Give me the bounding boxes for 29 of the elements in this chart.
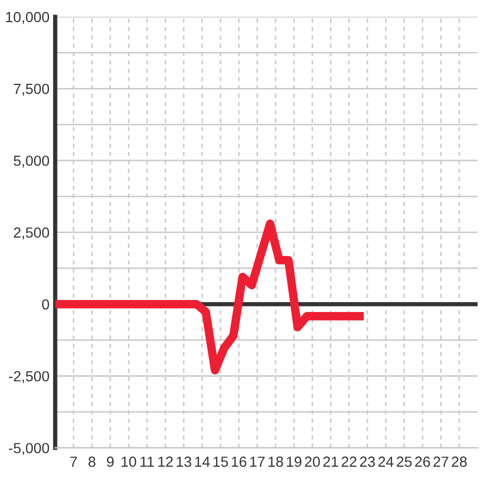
x-tick-label: 20: [304, 456, 320, 467]
x-tick-label: 19: [286, 456, 302, 467]
x-tick-label: 9: [106, 456, 114, 467]
x-tick-label: 16: [232, 456, 246, 467]
x-tick-label: 13: [176, 456, 192, 467]
x-tick-label: 8: [88, 456, 96, 467]
x-tick-label: 24: [378, 456, 394, 467]
y-tick-label: 5,000: [14, 156, 50, 168]
x-tick-label: 17: [250, 456, 265, 467]
y-tick-label: 2,500: [14, 227, 50, 240]
x-tick-label: 11: [140, 456, 154, 467]
x-tick-label: 10: [122, 456, 136, 467]
x-tick-label: 28: [452, 456, 467, 467]
x-tick-label: 14: [195, 456, 210, 467]
x-tick-label: 25: [396, 456, 412, 467]
y-tick-label: 10,000: [6, 12, 50, 24]
x-tick-label: 18: [268, 456, 284, 467]
x-tick-label: 21: [323, 456, 338, 467]
y-tick-label: -2,500: [8, 371, 50, 384]
x-tick-label: 23: [360, 456, 375, 467]
y-tick-label: 7,500: [14, 84, 50, 96]
y-tick-label: -5,000: [8, 442, 50, 455]
y-tick-label: 0: [42, 299, 50, 310]
x-tick-label: 22: [342, 456, 356, 467]
x-tick-label: 12: [158, 456, 173, 467]
x-tick-label: 26: [415, 456, 430, 467]
x-tick-label: 27: [433, 456, 448, 467]
x-tick-label: 15: [213, 456, 228, 467]
x-tick-label: 7: [70, 456, 77, 467]
